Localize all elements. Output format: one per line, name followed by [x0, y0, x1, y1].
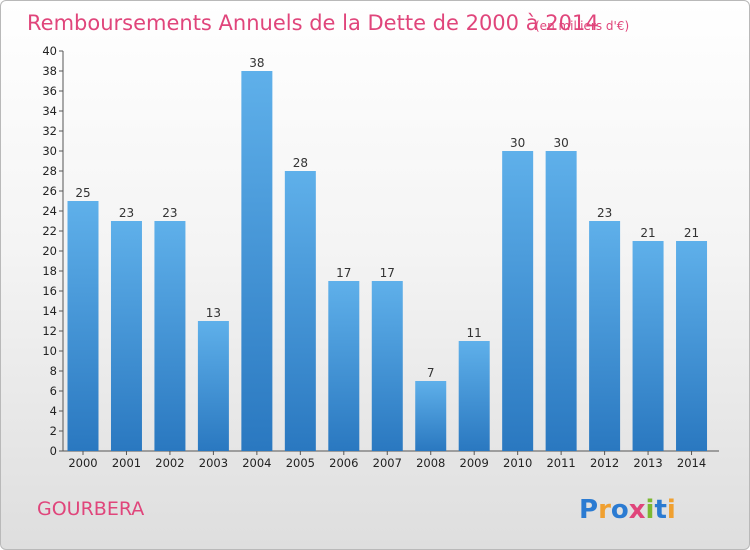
y-tick-label: 0 — [50, 444, 57, 458]
bar-2014 — [676, 241, 708, 451]
x-tick-label-2005: 2005 — [286, 456, 315, 470]
data-labels: 25 23 23 13 38 28 17 17 7 11 30 30 23 21 21 — [75, 56, 699, 380]
x-tick-label-2002: 2002 — [155, 456, 184, 470]
data-label-2006: 17 — [336, 266, 351, 280]
bar-2006 — [328, 281, 360, 451]
y-tick-label: 30 — [42, 144, 57, 158]
y-tick-label: 28 — [42, 164, 57, 178]
x-tick-label-2010: 2010 — [503, 456, 532, 470]
x-tick-label-2003: 2003 — [199, 456, 228, 470]
y-tick-label: 8 — [50, 364, 57, 378]
data-label-2013: 21 — [640, 226, 655, 240]
y-tick-label: 22 — [42, 224, 57, 238]
y-tick-label: 32 — [42, 124, 57, 138]
x-tick-label-2001: 2001 — [112, 456, 141, 470]
data-label-2000: 25 — [75, 186, 90, 200]
data-label-2001: 23 — [119, 206, 134, 220]
data-label-2004: 38 — [249, 56, 264, 70]
data-label-2002: 23 — [162, 206, 177, 220]
y-tick-label: 38 — [42, 64, 57, 78]
y-tick-label: 14 — [42, 304, 57, 318]
y-tick-label: 6 — [50, 384, 57, 398]
y-tick-label: 36 — [42, 84, 57, 98]
y-tick-label: 16 — [42, 284, 57, 298]
data-label-2010: 30 — [510, 136, 525, 150]
bar-2004 — [241, 71, 273, 451]
bar-2013 — [632, 241, 664, 451]
proxiti-logo: Proxiti — [579, 495, 676, 525]
bar-2000 — [67, 201, 99, 451]
bar-2012 — [589, 221, 621, 451]
chart-title: Remboursements Annuels de la Dette de 20… — [27, 11, 599, 35]
data-label-2008: 7 — [427, 366, 435, 380]
data-label-2007: 17 — [380, 266, 395, 280]
x-tick-label-2000: 2000 — [68, 456, 97, 470]
bar-2007 — [371, 281, 403, 451]
bar-2005 — [284, 171, 316, 451]
y-tick-label: 2 — [50, 424, 57, 438]
y-tick-label: 20 — [42, 244, 57, 258]
bar-2003 — [197, 321, 229, 451]
bar-2011 — [545, 151, 577, 451]
bar-2008 — [415, 381, 447, 451]
y-tick-label: 4 — [50, 404, 57, 418]
data-label-2003: 13 — [206, 306, 221, 320]
bar-2009 — [458, 341, 490, 451]
y-tick-label: 12 — [42, 324, 57, 338]
y-tick-label: 26 — [42, 184, 57, 198]
x-tick-label-2008: 2008 — [416, 456, 445, 470]
x-tick-label-2012: 2012 — [590, 456, 619, 470]
bar-2002 — [154, 221, 186, 451]
data-label-2009: 11 — [467, 326, 482, 340]
bar-2010 — [502, 151, 534, 451]
chart-unit-note: (en milliers d'€) — [535, 19, 629, 33]
y-tick-label: 40 — [42, 44, 57, 58]
y-tick-label: 34 — [42, 104, 57, 118]
commune-name: GOURBERA — [37, 498, 144, 520]
data-label-2014: 21 — [684, 226, 699, 240]
x-tick-label-2014: 2014 — [677, 456, 706, 470]
data-label-2005: 28 — [293, 156, 308, 170]
x-tick-label-2004: 2004 — [242, 456, 271, 470]
x-tick-labels: 2000 2001 2002 2003 2004 2005 2006 2007 2008 2009… — [68, 451, 706, 470]
x-tick-label-2013: 2013 — [633, 456, 662, 470]
x-tick-label-2011: 2011 — [546, 456, 575, 470]
x-tick-label-2009: 2009 — [460, 456, 489, 470]
chart-title-group: Remboursements Annuels de la Dette de 20… — [27, 11, 629, 35]
y-tick-label: 24 — [42, 204, 57, 218]
data-label-2011: 30 — [553, 136, 568, 150]
bar-2001 — [110, 221, 142, 451]
bars — [67, 71, 708, 451]
y-tick-label: 10 — [42, 344, 57, 358]
x-tick-label-2006: 2006 — [329, 456, 358, 470]
data-label-2012: 23 — [597, 206, 612, 220]
x-tick-label-2007: 2007 — [373, 456, 402, 470]
y-tick-label: 18 — [42, 264, 57, 278]
